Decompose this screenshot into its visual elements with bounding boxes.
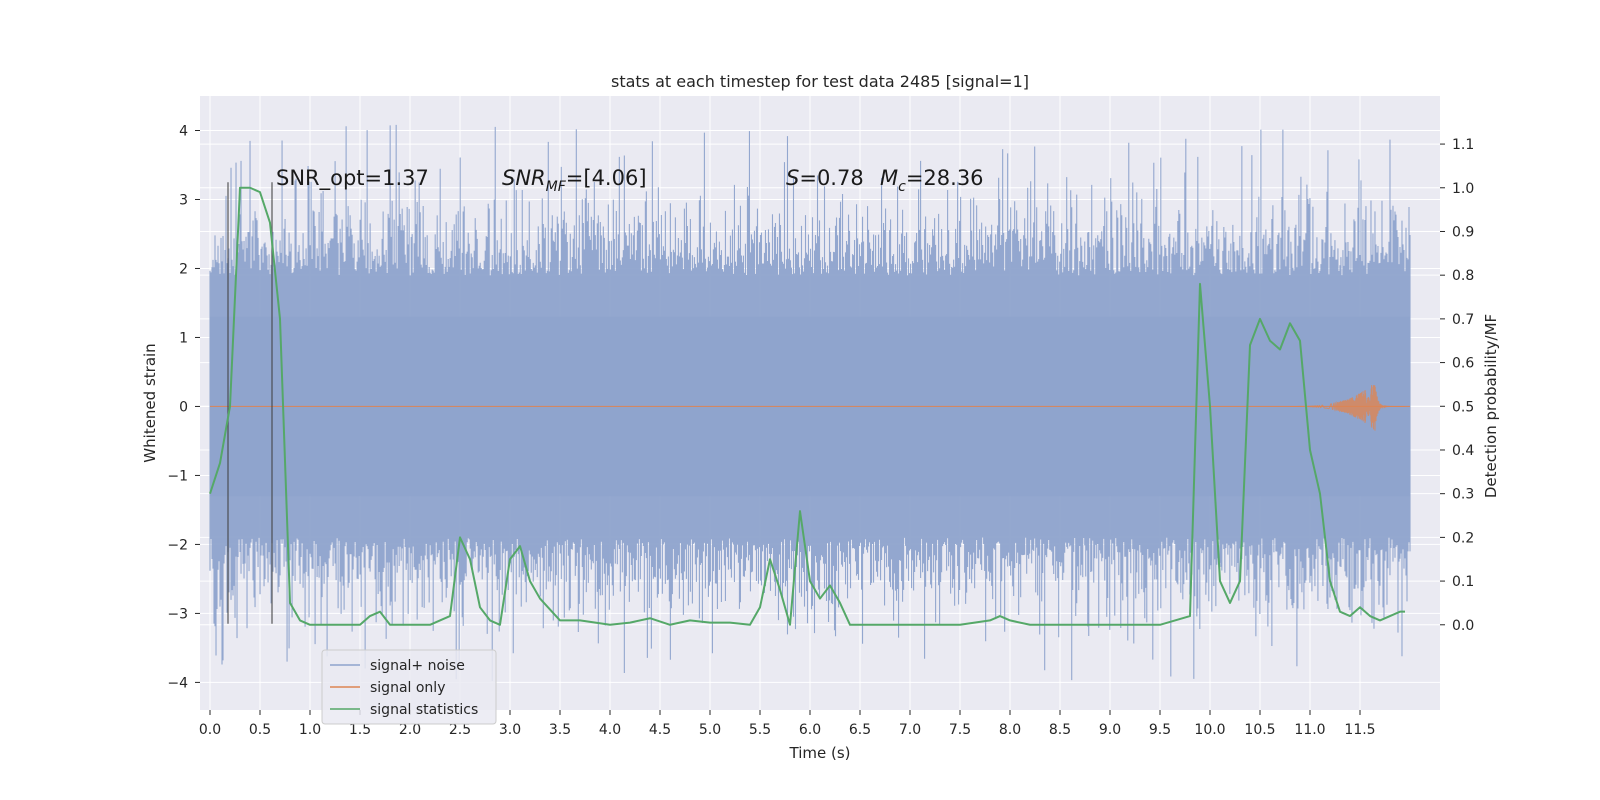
x-tick-label: 11.0 (1294, 722, 1325, 738)
legend-label-signal-only: signal only (370, 680, 445, 696)
snr-mf-symbol: SNR (502, 166, 546, 190)
x-tick-label: 9.0 (1099, 722, 1121, 738)
right-tick-label: 0.7 (1452, 312, 1474, 328)
x-tick-label: 1.0 (299, 722, 321, 738)
right-tick-label: 0.1 (1452, 574, 1474, 590)
series-signal-statistics (209, 186, 1405, 626)
right-tick-label: 0.5 (1452, 399, 1474, 415)
x-tick-label: 7.0 (899, 722, 921, 738)
legend-label-signal-statistics: signal statistics (370, 702, 478, 718)
s-value: =0.78 (799, 166, 863, 190)
x-tick-label: 4.5 (649, 722, 671, 738)
x-tick-label: 8.5 (1049, 722, 1071, 738)
snr-mf-subscript: MF (546, 179, 567, 195)
annotation-snr-opt: SNR_opt=1.37 (276, 166, 429, 191)
mc-symbol: M (880, 166, 898, 190)
right-tick-label: 0.9 (1452, 224, 1474, 240)
x-tick-label: 9.5 (1149, 722, 1171, 738)
x-axis-label: Time (s) (789, 744, 851, 762)
right-axis-label: Detection probability/MF (1482, 314, 1500, 498)
left-tick-label: −3 (167, 606, 188, 622)
x-tick-label: 7.5 (949, 722, 971, 738)
x-tick-label: 1.5 (349, 722, 371, 738)
left-tick-label: −4 (167, 675, 188, 691)
right-tick-label: 0.0 (1452, 618, 1474, 634)
left-axis-label: Whitened strain (141, 343, 159, 462)
x-tick-label: 3.5 (549, 722, 571, 738)
left-tick-label: −2 (167, 537, 188, 553)
left-tick-label: 3 (179, 192, 188, 208)
right-tick-label: 0.3 (1452, 487, 1474, 503)
x-tick-label: 5.5 (749, 722, 771, 738)
signal-chirp (1290, 385, 1405, 431)
legend-label-signal-plus-noise: signal+ noise (370, 658, 465, 674)
x-tick-label: 2.0 (399, 722, 421, 738)
noise-trace (209, 124, 1411, 681)
right-tick-label: 1.0 (1452, 181, 1474, 197)
left-tick-label: 0 (179, 399, 188, 415)
mc-value: =28.36 (906, 166, 984, 190)
x-tick-label: 11.5 (1344, 722, 1375, 738)
x-tick-label: 8.0 (999, 722, 1021, 738)
right-tick-label: 1.1 (1452, 137, 1474, 153)
annotation-s: S=0.78 (786, 166, 864, 190)
left-tick-label: 4 (179, 123, 188, 139)
right-tick-label: 0.8 (1452, 268, 1474, 284)
left-tick-label: 2 (179, 261, 188, 277)
x-tick-label: 2.5 (449, 722, 471, 738)
s-symbol: S (786, 166, 799, 190)
annotation-snr-mf: SNRMF=[4.06] (502, 166, 647, 195)
x-tick-label: 3.0 (499, 722, 521, 738)
legend-box (321, 649, 497, 725)
x-tick-label: 0.0 (199, 722, 221, 738)
x-tick-label: 0.5 (249, 722, 271, 738)
legend: signal+ noise signal only signal statist… (321, 649, 497, 725)
chart-title: stats at each timestep for test data 248… (611, 72, 1029, 91)
x-tick-label: 6.5 (849, 722, 871, 738)
x-tick-label: 6.0 (799, 722, 821, 738)
right-tick-label: 0.6 (1452, 356, 1474, 372)
marker-lines (227, 182, 273, 624)
left-tick-label: −1 (167, 468, 188, 484)
right-tick-label: 0.2 (1452, 530, 1474, 546)
x-tick-label: 5.0 (699, 722, 721, 738)
right-axis-ticks: 1.1 1.0 0.9 0.8 0.7 0.6 0.5 0.4 0.3 0.2 0.1 0.0 (1440, 137, 1474, 634)
x-tick-label: 10.0 (1194, 722, 1225, 738)
snr-mf-value: =[4.06] (566, 166, 647, 190)
mc-subscript: c (898, 179, 906, 195)
x-tick-label: 4.0 (599, 722, 621, 738)
left-axis-ticks: 4 3 2 1 0 −1 −2 −3 −4 (167, 123, 200, 691)
x-tick-label: 10.5 (1244, 722, 1275, 738)
right-tick-label: 0.4 (1452, 443, 1474, 459)
x-axis-ticks: 0.0 0.5 1.0 1.5 2.0 2.5 3.0 3.5 4.0 4.5 5.0 5.5 6.0 6… (199, 710, 1376, 738)
annotation-mc: Mc=28.36 (880, 166, 984, 195)
left-tick-label: 1 (179, 330, 188, 346)
statistics-line (209, 186, 1405, 626)
